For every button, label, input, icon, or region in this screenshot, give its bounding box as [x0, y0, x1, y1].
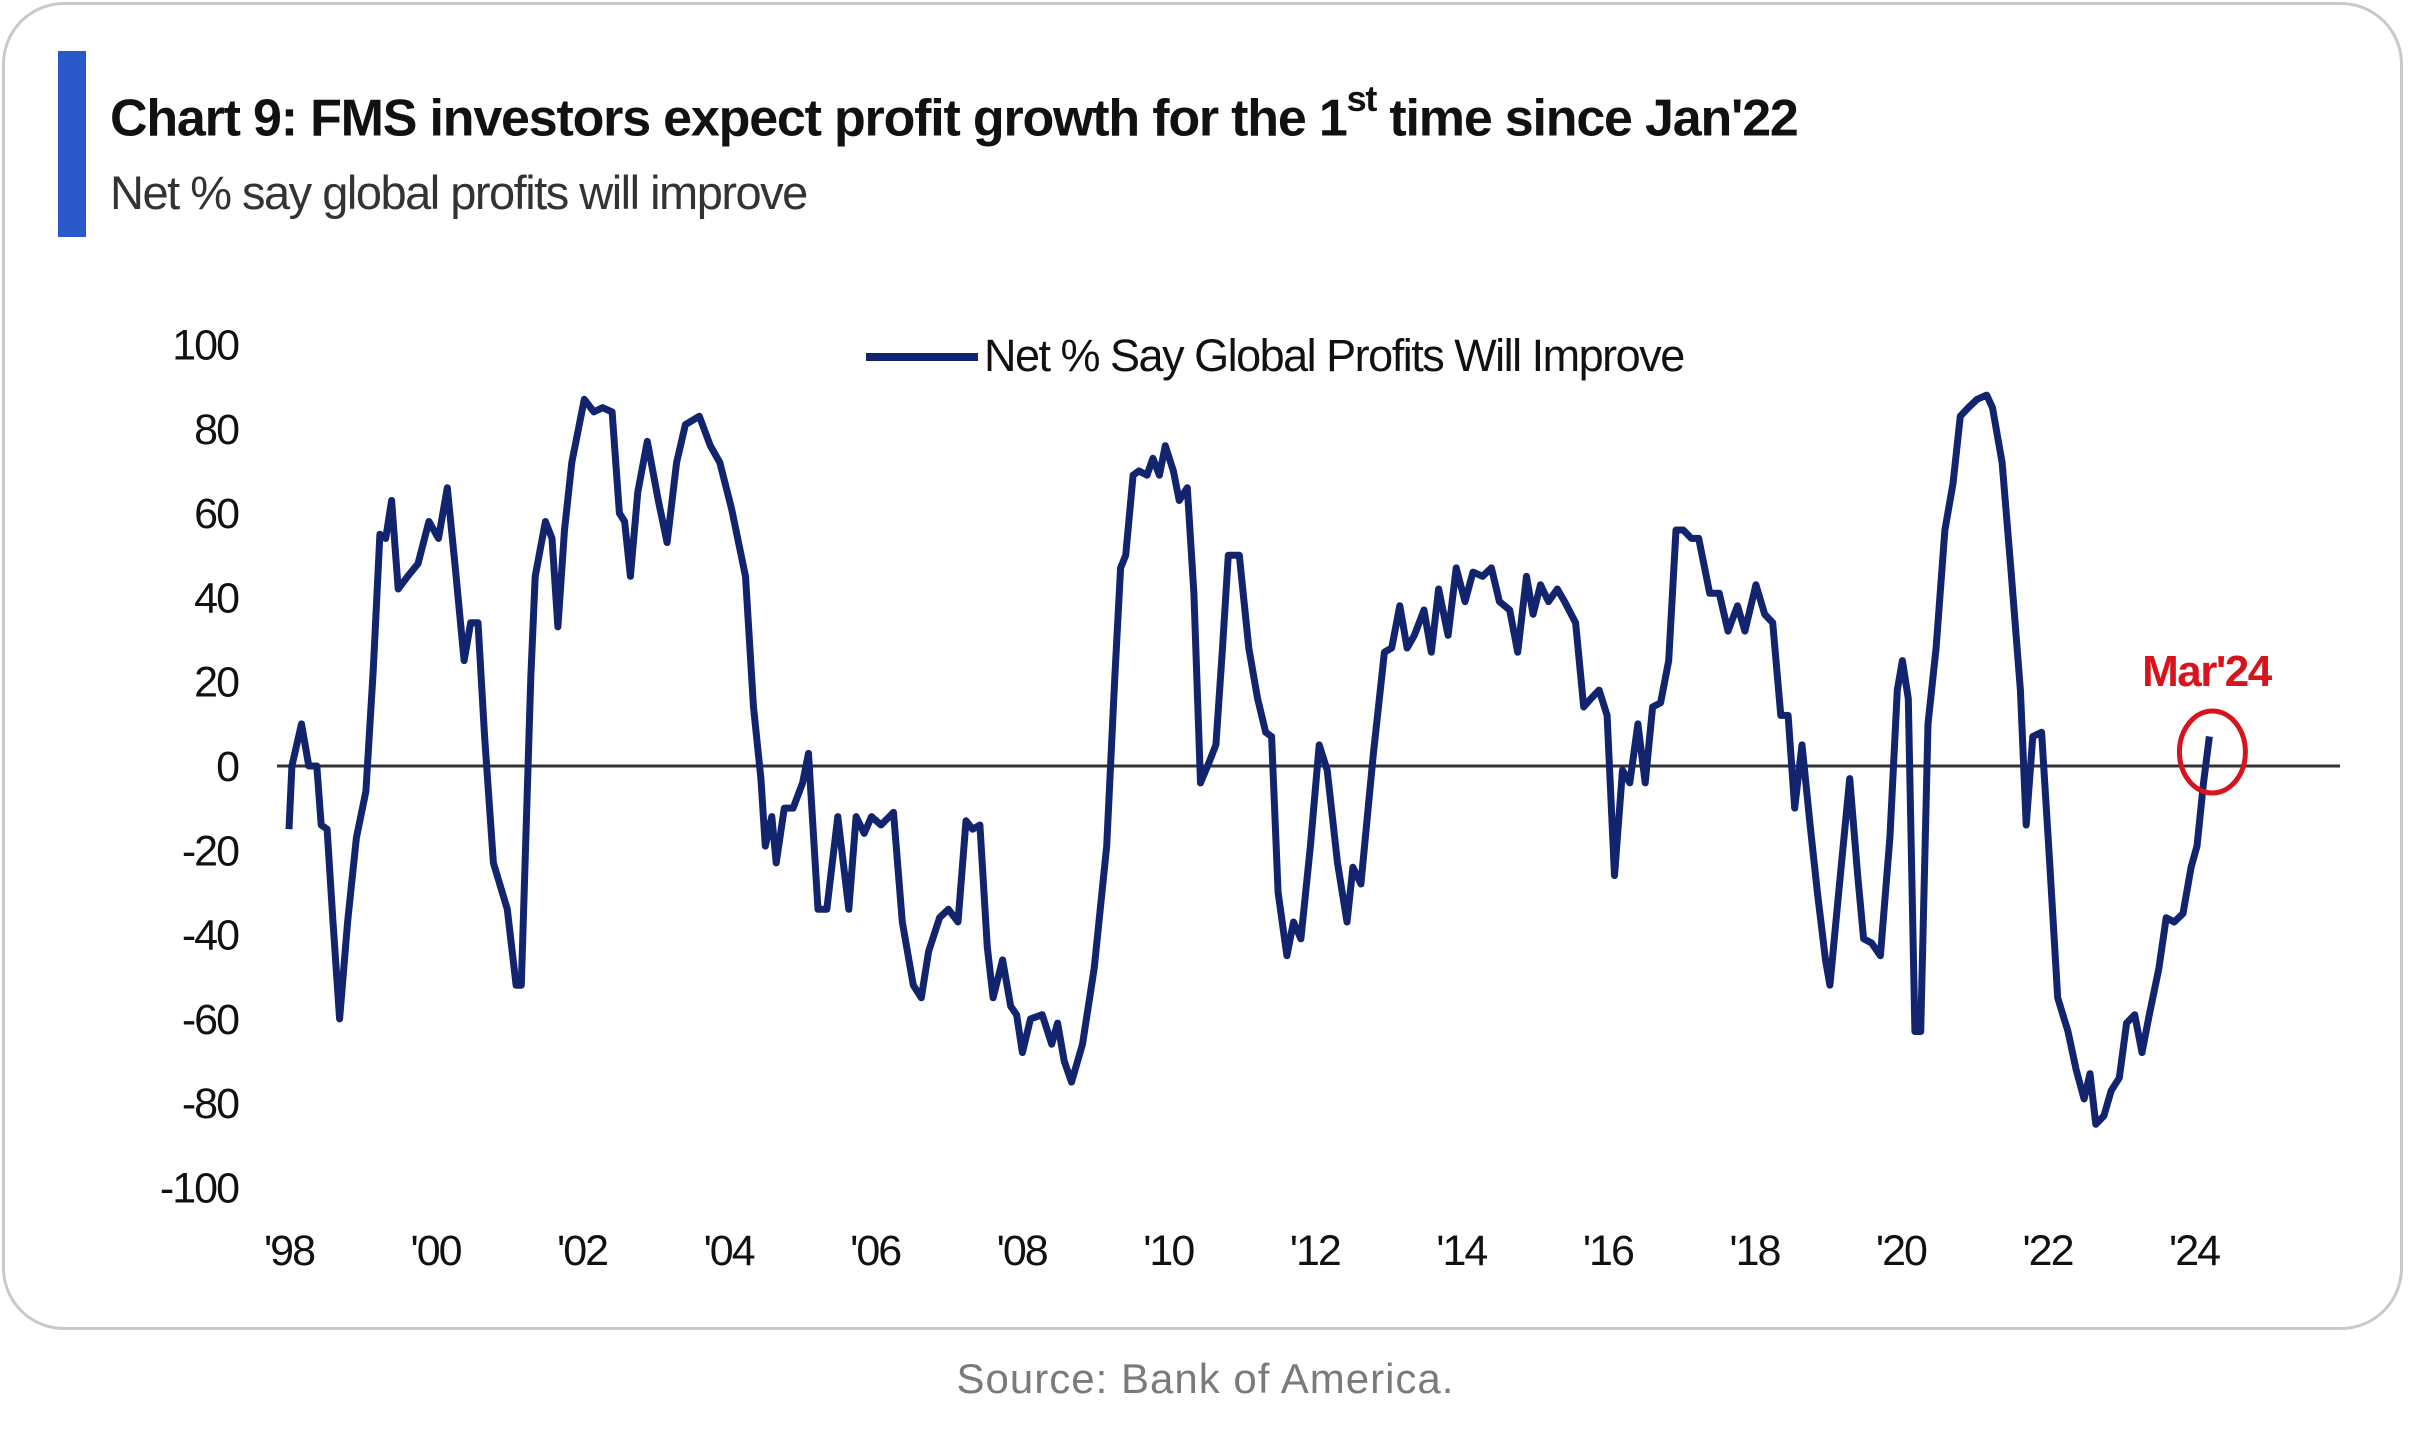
y-axis-ticks: 100 80 60 40 20 0 -20 -40 -60 -80 -100: [160, 322, 241, 1213]
x-tick-label: '12: [1290, 1227, 1340, 1275]
y-tick-label: 0: [216, 743, 239, 791]
chart-subtitle: Net % say global profits will improve: [110, 166, 808, 219]
accent-bar: [58, 51, 86, 237]
annotation-circle: [2176, 708, 2248, 796]
x-tick-label: '00: [411, 1227, 462, 1275]
source-note: Source: Bank of America.: [956, 1355, 1455, 1402]
y-tick-label: 60: [194, 490, 239, 538]
x-tick-label: '06: [850, 1227, 901, 1275]
chart-title: Chart 9: FMS investors expect profit gro…: [110, 78, 1799, 148]
x-tick-label: '16: [1583, 1227, 1634, 1275]
x-tick-label: '18: [1729, 1227, 1780, 1275]
y-tick-label: 20: [194, 659, 239, 707]
y-tick-label: 40: [194, 574, 239, 622]
x-tick-label: '14: [1436, 1227, 1487, 1275]
y-tick-label: -20: [182, 827, 239, 875]
x-tick-label: '24: [2169, 1227, 2220, 1275]
x-tick-label: '98: [264, 1227, 315, 1275]
annotation-label: Mar'24: [2142, 647, 2273, 696]
y-tick-label: -40: [182, 912, 239, 960]
y-tick-label: 80: [194, 406, 239, 454]
y-tick-label: -80: [182, 1080, 239, 1128]
y-tick-label: -60: [182, 996, 239, 1044]
chart-card: [2, 2, 2403, 1330]
x-tick-label: '20: [1876, 1227, 1927, 1275]
x-tick-label: '08: [997, 1227, 1048, 1275]
legend-label: Net % Say Global Profits Will Improve: [984, 330, 1684, 381]
x-tick-label: '22: [2022, 1227, 2072, 1275]
title-tail: time since Jan'22: [1376, 89, 1798, 148]
x-tick-label: '02: [557, 1227, 607, 1275]
series-line: [285, 391, 2213, 1128]
y-tick-label: -100: [160, 1165, 239, 1213]
title-superscript: st: [1346, 78, 1378, 119]
y-tick-label: 100: [172, 322, 239, 370]
x-axis-ticks: '98 '00 '02 '04 '06 '08 '10 '12 '14 '16 '18 '20 '22 '…: [264, 1227, 2222, 1275]
title-text: Chart 9: FMS investors expect profit gro…: [110, 89, 1348, 148]
x-tick-label: '04: [704, 1227, 755, 1275]
x-tick-label: '10: [1143, 1227, 1194, 1275]
